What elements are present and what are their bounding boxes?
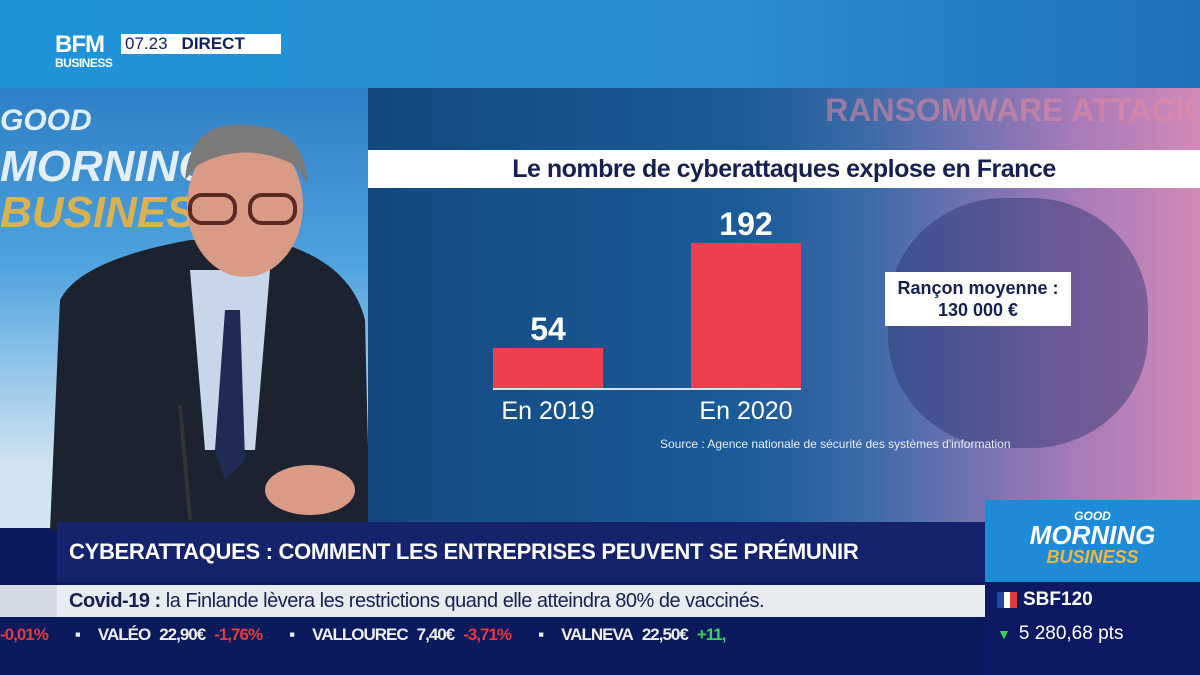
ticker-name: VALNEVA [561,625,634,644]
chart-title: Le nombre de cyberattaques explose en Fr… [368,150,1200,188]
headline-banner: CYBERATTAQUES : COMMENT LES ENTREPRISES … [57,522,985,582]
ticker-change: -1,76% [214,625,263,644]
ticker-separator: ▪ [538,625,544,644]
gmb-line3: BUSINESS [1046,547,1139,567]
ticker-change: -3,71% [463,625,512,644]
bar-1 [691,243,801,389]
news-strip-edge [0,585,57,617]
ticker-item: VALÉO 22,90€ -1,76% [98,625,271,644]
ticker-price: 7,40€ [416,625,456,644]
ticker-separator: ▪ [74,625,81,644]
gmb-line2: MORNING [1029,520,1156,550]
ticker-price: 22,50€ [641,625,689,644]
ransom-annotation: Rançon moyenne : 130 000 € [885,272,1071,326]
live-label: DIRECT [181,34,245,53]
ticker-name: VALÉO [97,625,151,644]
category-label: En 2020 [699,397,792,425]
index-name: SBF120 [1023,589,1093,610]
value-label: 192 [719,206,772,242]
logo-top: BFM [55,31,105,58]
live-clock: 07.23 DIRECT [121,34,281,54]
ransom-label: Rançon moyenne : [897,278,1059,298]
bar-chart: 54 En 2019 192 En 2020 [493,206,801,425]
index-value: 5 280,68 pts [1018,623,1124,644]
stock-ticker: -0,01% ▪ VALÉO 22,90€ -1,76% ▪ VALLOUREC 7,40€ -… [0,620,985,650]
ticker-item: VALLOUREC 7,40€ -3,71% [312,625,520,644]
ticker-change: +11, [696,625,727,644]
ticker-separator: ▪ [289,625,295,644]
time: 07.23 [125,34,168,53]
ransomware-background-text: RANSOMWARE ATTACK [825,92,1198,128]
presenter-image [50,124,370,530]
chart-source: Source : Agence nationale de sécurité de… [660,437,1011,451]
studio-logo-line1: GOOD [0,104,92,137]
ransom-value: 130 000 € [937,300,1019,320]
ticker-item: -0,01% [0,625,57,644]
index-panel: SBF120 ▼ 5 280,68 pts [985,583,1200,675]
ticker-change: -0,01% [0,625,49,644]
value-label: 54 [530,311,566,347]
ticker-item: VALNEVA 22,50€ +11, [561,625,734,644]
bfm-business-logo: BFM BUSINESS [55,31,113,70]
bar-0 [493,347,603,389]
chart-panel: RANSOMWARE ATTACK Le nombre de cyberatta… [368,88,1200,522]
news-tag: Covid-19 : [69,590,161,612]
good-morning-business-logo: GOOD MORNING BUSINESS [985,500,1200,582]
category-label: En 2019 [501,397,594,425]
down-arrow-icon: ▼ [997,626,1011,642]
france-flag-icon [997,592,1018,608]
gmb-line1: GOOD [1074,509,1111,523]
news-text: la Finlande lèvera les restrictions quan… [165,590,765,612]
ticker-name: VALLOUREC [312,625,409,644]
logo-bottom: BUSINESS [55,56,113,70]
news-crawl: Covid-19 : la Finlande lèvera les restri… [57,585,985,617]
ticker-price: 22,90€ [159,625,206,644]
